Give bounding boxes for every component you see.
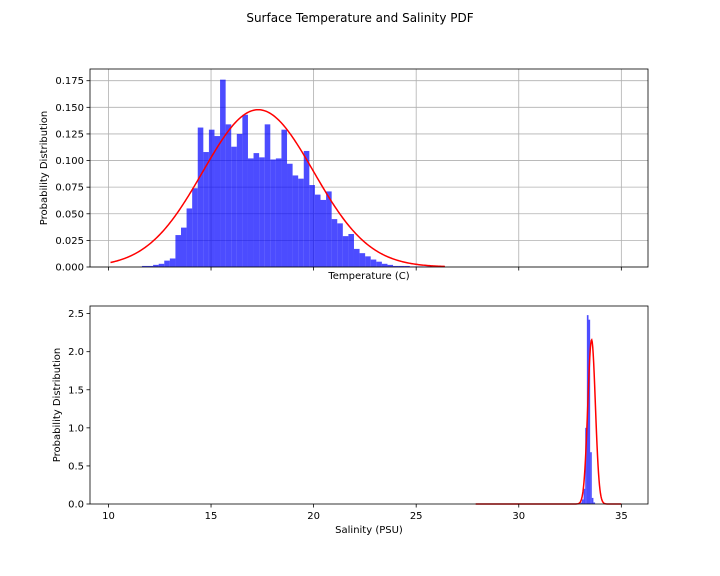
temperature-histogram-bar (186, 208, 193, 267)
salinity-histogram-bar (585, 427, 587, 504)
salinity-x-tick-label: 30 (512, 511, 525, 522)
salinity-x-tick-label: 10 (102, 511, 115, 522)
salinity-x-axis-label: Salinity (PSU) (335, 525, 403, 536)
temperature-y-axis-label: Probability Distribution (39, 111, 50, 225)
temperature-histogram-bar (309, 185, 315, 267)
temperature-histogram-bar (292, 175, 299, 267)
figure-title: Surface Temperature and Salinity PDF (246, 11, 474, 25)
salinity-histogram-bar (581, 499, 584, 504)
temperature-histogram-bar (253, 153, 260, 267)
temperature-y-tick-label: 0.025 (55, 236, 84, 247)
temperature-histogram-bar (175, 235, 182, 267)
temperature-histogram-bar (264, 124, 271, 268)
temperature-histogram-bar (342, 236, 349, 267)
temperature-histogram-bar (359, 253, 366, 267)
temperature-histogram-bar (214, 136, 221, 267)
salinity-y-tick-label: 1.0 (68, 423, 84, 434)
temperature-histogram-bar (270, 159, 276, 267)
temperature-histogram-bar (365, 256, 371, 267)
temperature-histogram-bar (370, 259, 377, 267)
temperature-histogram-bar (326, 191, 332, 267)
salinity-x-tick-label: 35 (615, 511, 628, 522)
temperature-histogram-bar (158, 263, 165, 267)
salinity-x-tick-label: 25 (410, 511, 423, 522)
temperature-y-tick-label: 0.175 (55, 76, 84, 87)
salinity-histogram-bar (590, 452, 592, 504)
salinity-histogram-bar (593, 502, 596, 504)
salinity-y-tick-label: 1.5 (68, 385, 84, 396)
temperature-histogram-bar (247, 158, 254, 267)
temperature-histogram-bar (298, 178, 304, 267)
salinity-histogram-bar (591, 497, 594, 504)
temperature-histogram-bar (353, 248, 360, 267)
temperature-histogram-bar (376, 261, 382, 267)
salinity-y-tick-label: 2.5 (68, 309, 84, 320)
salinity-y-tick-label: 2.0 (68, 347, 84, 358)
temperature-histogram-bar (147, 265, 154, 267)
salinity-x-tick-label: 20 (307, 511, 320, 522)
temperature-histogram-bar (398, 265, 405, 267)
temperature-histogram-bar (192, 188, 198, 267)
temperature-histogram-bar (348, 234, 354, 267)
salinity-x-tick-label: 15 (205, 511, 218, 522)
temperature-histogram-bar (236, 133, 243, 267)
temperature-fit-curve (110, 108, 445, 268)
temperature-histogram-bar (169, 258, 176, 267)
temperature-histogram-bar (331, 219, 338, 267)
temperature-histogram-bar (203, 152, 209, 267)
temperature-histogram-bar (281, 129, 288, 267)
salinity-y-tick-label: 0.5 (68, 461, 84, 472)
temperature-histogram-bar (164, 260, 170, 267)
salinity-histogram-bar (583, 488, 586, 504)
temperature-histogram-bar (287, 163, 293, 267)
temperature-histogram-bar (393, 265, 399, 267)
temperature-y-tick-label: 0.050 (55, 209, 84, 220)
temperature-y-tick-label: 0.150 (55, 103, 84, 114)
temperature-y-tick-label: 0.000 (55, 263, 84, 274)
temperature-histogram-bar (337, 223, 343, 267)
temperature-axes-frame (89, 68, 649, 268)
temperature-histogram-bar (314, 194, 321, 267)
salinity-axes: 10 15 20 25 30 35 0.0 0.5 1.0 1.5 2.0 2.5 Salinity (… (52, 305, 649, 536)
temperature-y-tick-label: 0.100 (55, 156, 84, 167)
temperature-histogram-bar (404, 265, 410, 267)
temperature-histogram-bar (259, 157, 265, 267)
salinity-y-axis-label: Probability Distribution (52, 348, 63, 462)
temperature-histogram-bar (381, 263, 388, 267)
temperature-y-tick-label: 0.125 (55, 129, 84, 140)
temperature-histogram-bar (320, 199, 327, 267)
temperature-x-axis-label: Temperature (C) (327, 271, 409, 282)
salinity-histogram-bar (588, 319, 591, 504)
salinity-histogram-bar (580, 502, 582, 504)
temperature-histogram-bar (197, 127, 204, 267)
temperature-histogram-bar (231, 146, 237, 267)
temperature-histogram-bar (387, 264, 394, 267)
temperature-histogram-bar (275, 158, 282, 267)
temperature-histogram-bar (242, 114, 248, 267)
temperature-histogram-bar (181, 227, 187, 267)
salinity-fit-curve (475, 338, 622, 505)
temperature-histogram-bar (225, 124, 232, 268)
temperature-histogram-bar (153, 264, 159, 267)
temperature-histogram-bar (220, 79, 226, 267)
temperature-histogram-bar (303, 150, 310, 267)
temperature-y-tick-label: 0.075 (55, 183, 84, 194)
salinity-axes-frame (89, 305, 649, 505)
temperature-histogram-bar (208, 129, 215, 267)
temperature-histogram-bar (141, 265, 148, 267)
temperature-axes: 0.000 0.025 0.050 0.075 0.100 0.125 0.150 0.175… (39, 68, 649, 282)
salinity-y-tick-label: 0.0 (68, 500, 84, 511)
